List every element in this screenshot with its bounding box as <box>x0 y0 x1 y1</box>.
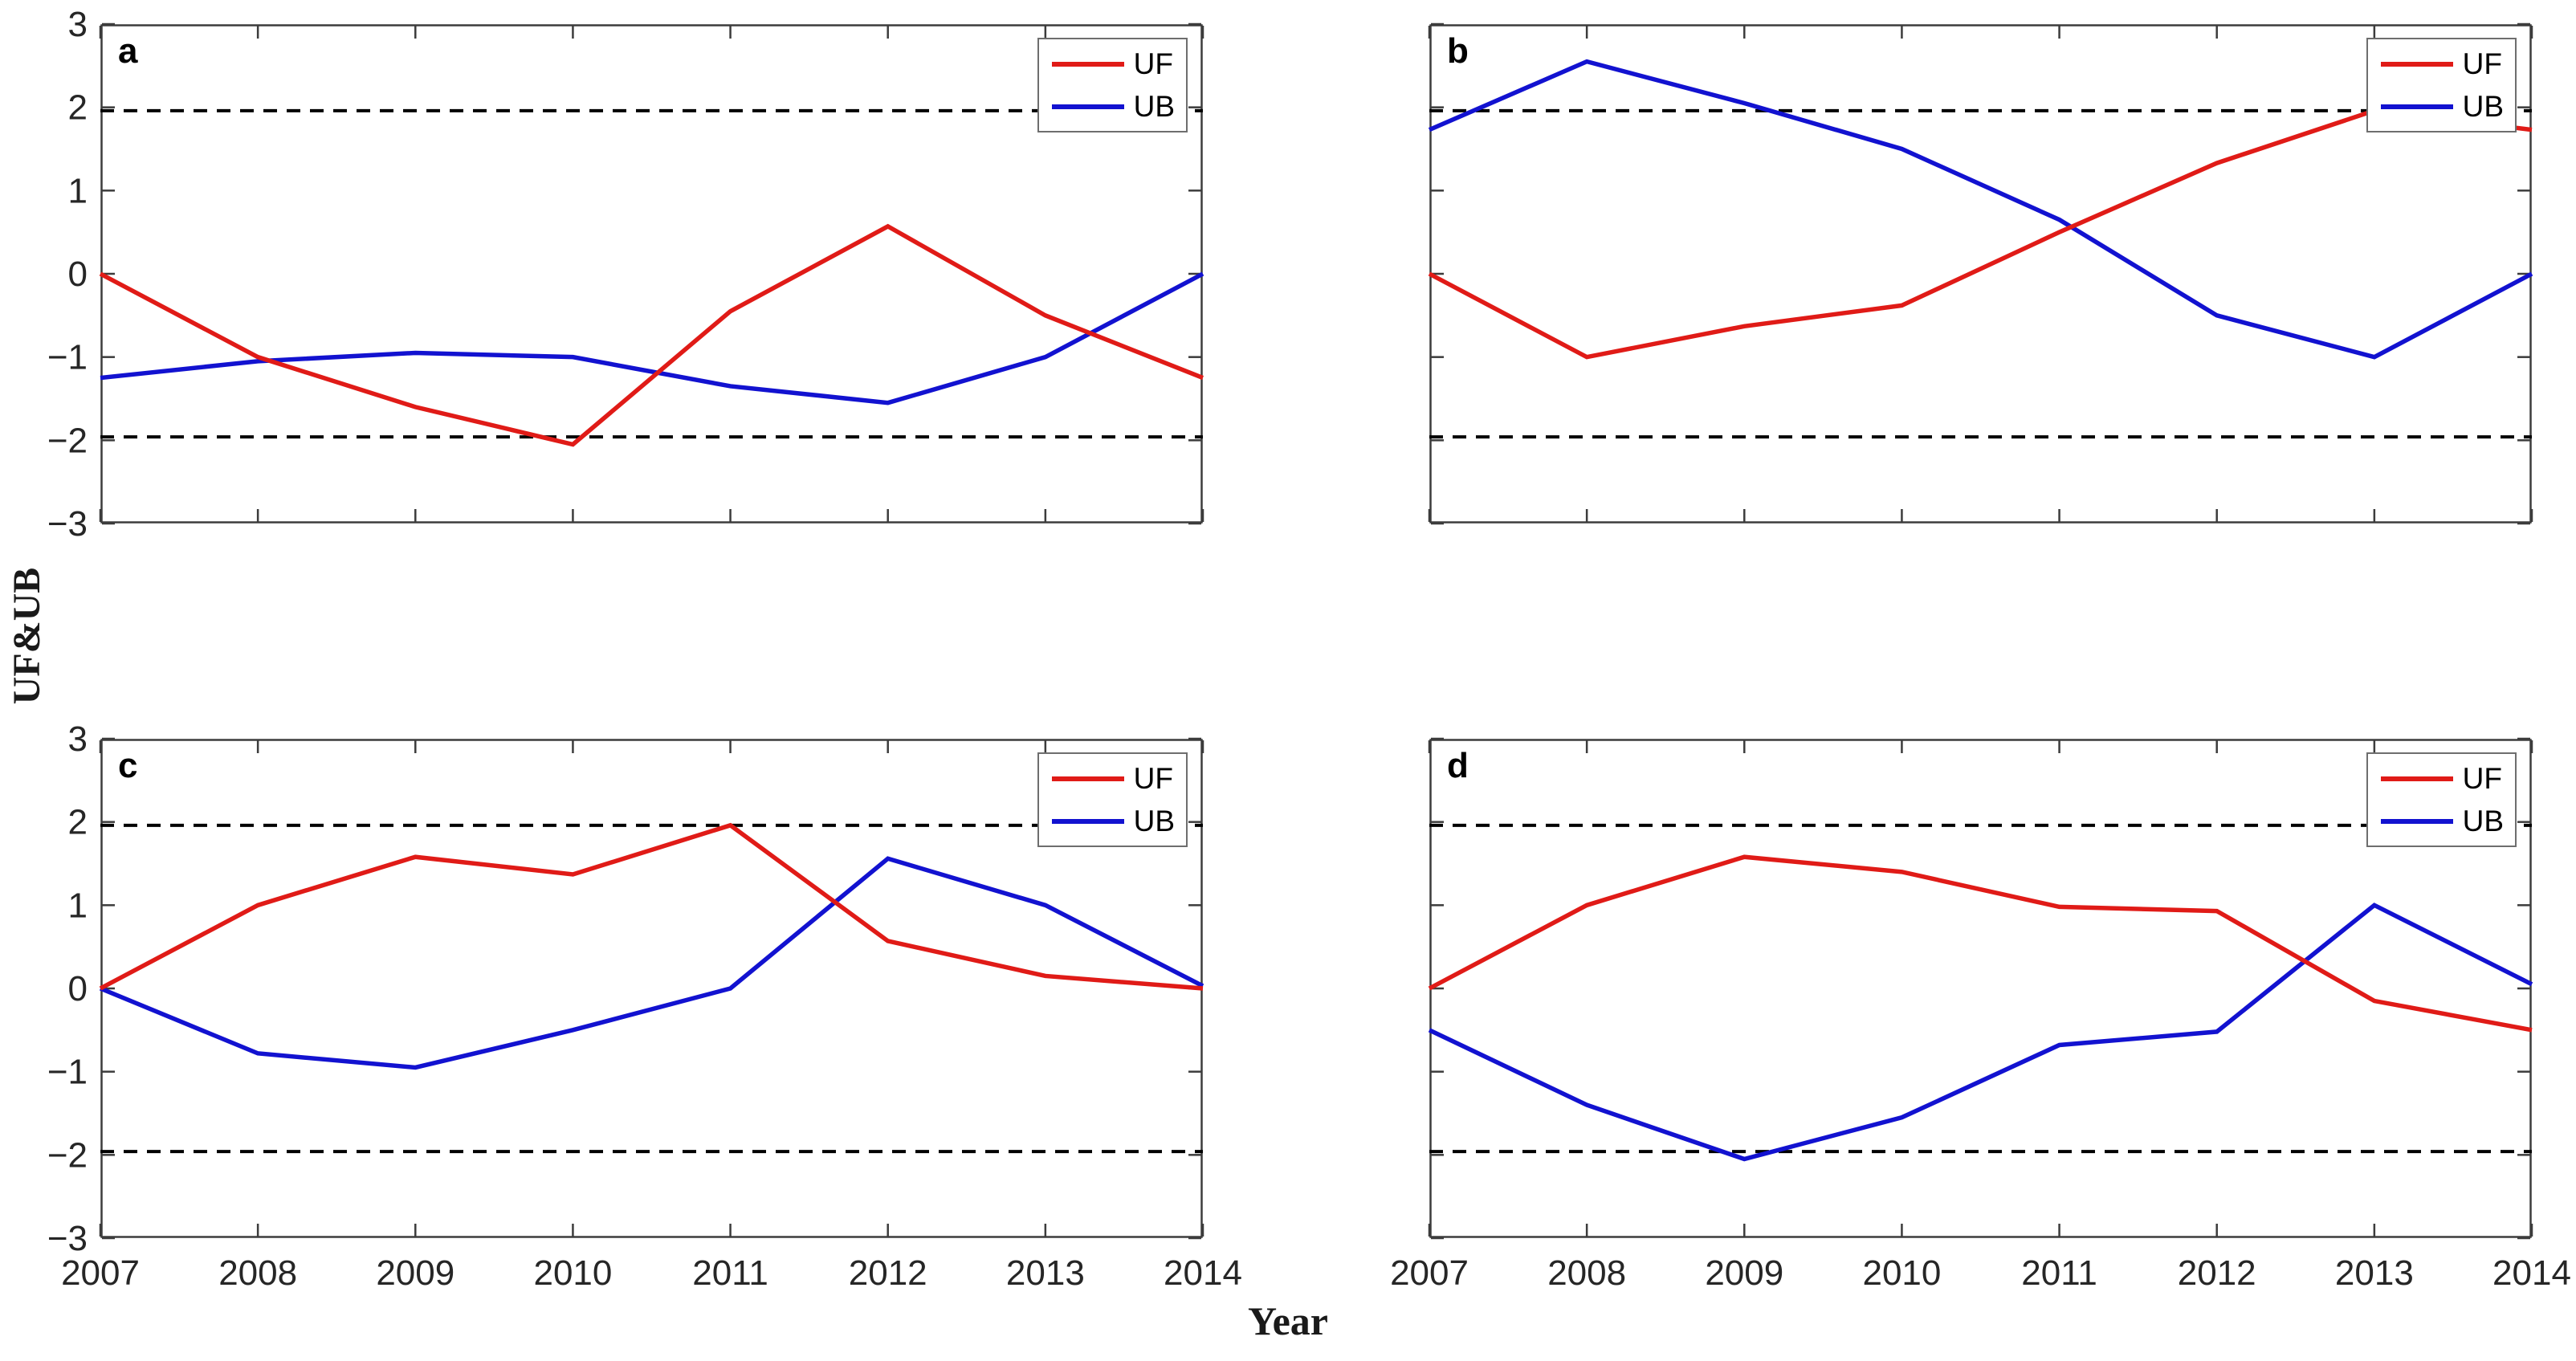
series-line-ub <box>1428 903 2533 1162</box>
legend-uf-line-swatch <box>2380 776 2453 781</box>
legend-uf-line-swatch <box>1051 61 1124 67</box>
panel-d: 2007 2008 2009 2010 2011 2012 2013 2014 d UF UB <box>1390 737 2571 1293</box>
legend-ub-label: UB <box>2462 90 2504 123</box>
legend-a: UF UB <box>1037 38 1188 132</box>
panel-letter-c: c <box>118 746 138 785</box>
y-tick-label: 1 <box>68 171 88 210</box>
legend-c: UF UB <box>1037 752 1188 847</box>
series-line-ub <box>1428 59 2533 360</box>
plot-area-c: 2007 2008 2009 2010 2011 2012 2013 2014 3 2 1 0 −1 −2… <box>47 719 1242 1293</box>
x-tick-label: 2013 <box>1006 1253 1085 1293</box>
y-tick-label: 1 <box>68 886 88 925</box>
legend-b: UF UB <box>2366 38 2517 132</box>
plot-area-b <box>1428 22 2533 525</box>
panel-c: 2007 2008 2009 2010 2011 2012 2013 2014 3 2 1 0 −1 −2… <box>47 719 1242 1293</box>
x-tick-label: 2008 <box>1547 1253 1626 1293</box>
x-tick-label: 2014 <box>2492 1253 2571 1293</box>
legend-d: UF UB <box>2366 752 2517 847</box>
y-tick-label: −1 <box>47 338 88 377</box>
legend-row-uf: UF <box>2380 762 2504 795</box>
legend-ub-line-swatch <box>1051 104 1124 109</box>
x-axis-label: Year <box>1248 1298 1328 1343</box>
legend-uf-line-swatch <box>2380 61 2453 67</box>
plot-area-a: 3 2 1 0 −1 −2 −3 <box>47 5 1204 544</box>
legend-ub-label: UB <box>2462 805 2504 837</box>
x-tick-label: 2011 <box>692 1253 768 1293</box>
y-tick-label: −3 <box>47 504 88 544</box>
legend-uf-label: UF <box>1133 47 1173 80</box>
x-tick-label: 2010 <box>533 1253 612 1293</box>
x-tick-label: 2008 <box>218 1253 297 1293</box>
series-line-uf <box>99 223 1204 447</box>
x-tick-label: 2013 <box>2335 1253 2414 1293</box>
panel-letter-b: b <box>1447 31 1469 71</box>
series-line-uf <box>99 822 1204 991</box>
panel-b: b UF UB <box>1428 22 2533 525</box>
y-tick-label: 2 <box>68 803 88 842</box>
x-tick-label: 2007 <box>61 1253 140 1293</box>
legend-row-ub: UB <box>2380 805 2504 837</box>
y-tick-label: −1 <box>47 1053 88 1092</box>
y-tick-label: −2 <box>47 1135 88 1175</box>
y-tick-label: 0 <box>68 255 88 294</box>
series-line-ub <box>99 856 1204 1070</box>
legend-uf-label: UF <box>2462 47 2502 80</box>
legend-ub-line-swatch <box>2380 818 2453 824</box>
x-tick-label: 2009 <box>1705 1253 1783 1293</box>
plot-area-d: 2007 2008 2009 2010 2011 2012 2013 2014 <box>1390 737 2571 1293</box>
panel-a: 3 2 1 0 −1 −2 −3 a UF UB <box>47 5 1204 544</box>
x-tick-label: 2012 <box>2178 1253 2256 1293</box>
y-tick-label: 3 <box>68 719 88 759</box>
panel-letter-d: d <box>1447 746 1469 785</box>
legend-row-uf: UF <box>2380 47 2504 80</box>
y-tick-label: −3 <box>47 1219 88 1258</box>
legend-row-uf: UF <box>1051 762 1175 795</box>
x-tick-label: 2014 <box>1164 1253 1242 1293</box>
legend-uf-line-swatch <box>1051 776 1124 781</box>
series-line-uf <box>1428 108 2533 360</box>
legend-uf-label: UF <box>1133 762 1173 795</box>
x-tick-label: 2010 <box>1862 1253 1941 1293</box>
y-tick-label: 3 <box>68 5 88 44</box>
y-tick-label: 2 <box>68 88 88 128</box>
legend-row-ub: UB <box>1051 805 1175 837</box>
y-tick-label: 0 <box>68 969 88 1009</box>
panel-letter-a: a <box>118 31 138 71</box>
legend-ub-label: UB <box>1133 90 1175 123</box>
x-tick-label: 2009 <box>376 1253 454 1293</box>
x-tick-label: 2007 <box>1390 1253 1469 1293</box>
legend-row-ub: UB <box>2380 90 2504 123</box>
x-tick-label: 2011 <box>2021 1253 2097 1293</box>
legend-uf-label: UF <box>2462 762 2502 795</box>
series-line-uf <box>1428 854 2533 1033</box>
legend-ub-line-swatch <box>1051 818 1124 824</box>
x-tick-label: 2012 <box>849 1253 927 1293</box>
series-line-ub <box>100 271 1204 405</box>
y-tick-label: −2 <box>47 421 88 460</box>
legend-ub-label: UB <box>1133 805 1175 837</box>
legend-row-ub: UB <box>1051 90 1175 123</box>
legend-row-uf: UF <box>1051 47 1175 80</box>
legend-ub-line-swatch <box>2380 104 2453 109</box>
y-axis-label: UF&UB <box>6 567 48 705</box>
